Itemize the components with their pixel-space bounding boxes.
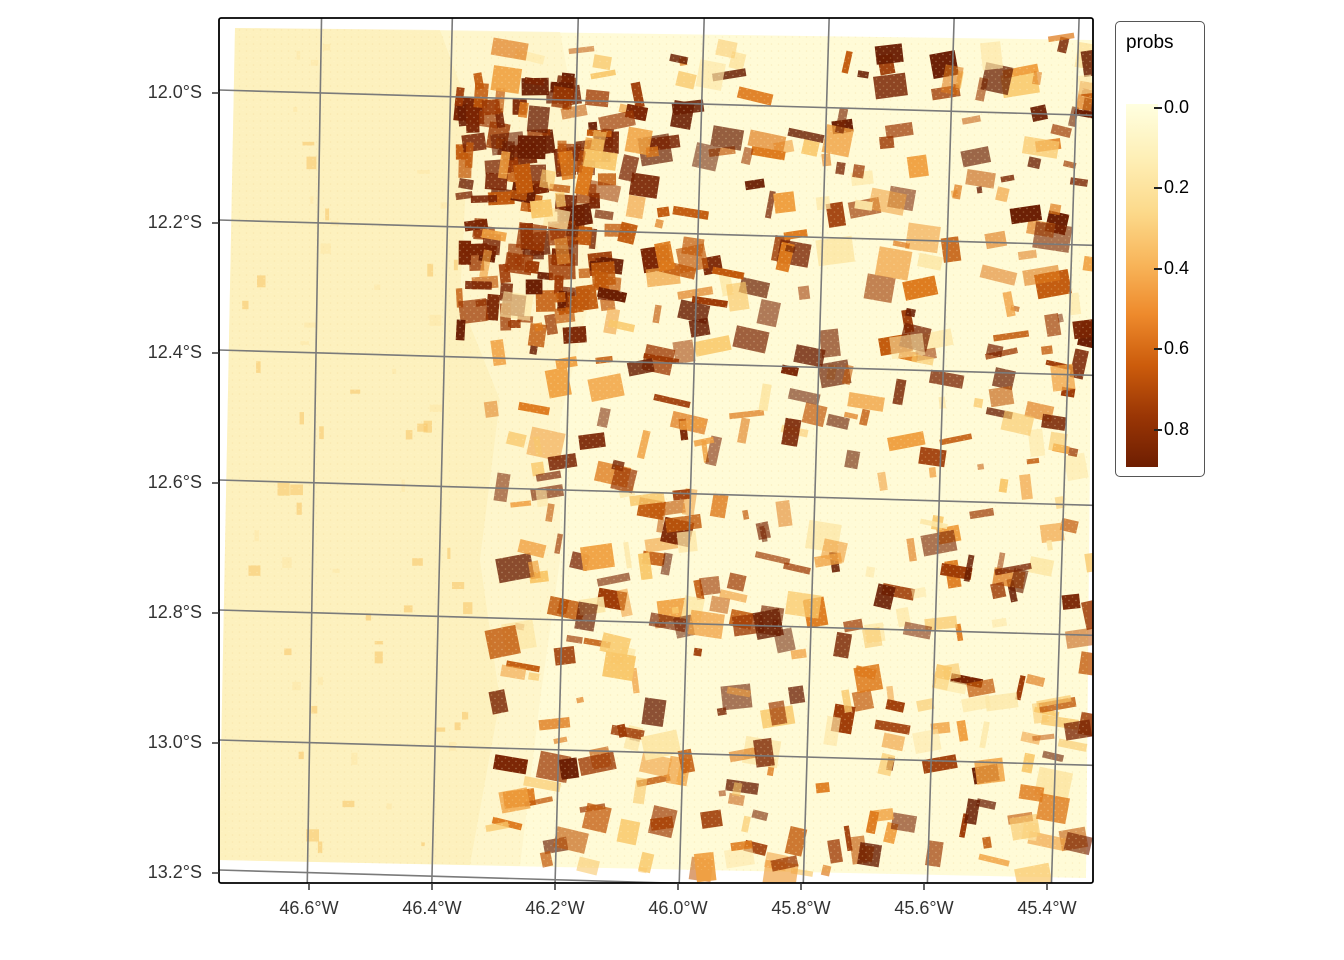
legend-label-0-8: 0.8 [1164, 419, 1189, 439]
lat-label-13-0: 13.0°S [110, 732, 202, 752]
legend-tick-mark [1154, 187, 1162, 189]
legend-tick-mark [1154, 429, 1162, 431]
legend-title: probs [1126, 32, 1174, 54]
raster-texture [219, 28, 1094, 878]
legend-tick-mark [1154, 348, 1162, 350]
legend-tick-mark [1154, 107, 1162, 109]
lat-label-13-2: 13.2°S [110, 862, 202, 882]
legend-label-0-6: 0.6 [1164, 338, 1189, 358]
legend-label-0-2: 0.2 [1164, 177, 1189, 197]
lon-label-46-0: 46.0°W [623, 898, 733, 918]
legend-colorbar [1126, 104, 1158, 467]
lat-label-12-6: 12.6°S [110, 472, 202, 492]
legend-label-0-0: 0.0 [1164, 97, 1189, 117]
lat-label-12-8: 12.8°S [110, 602, 202, 622]
lon-label-46-4: 46.4°W [377, 898, 487, 918]
legend: probs 0.0 0.2 0.4 0.6 0.8 [1115, 21, 1205, 477]
lon-label-46-6: 46.6°W [254, 898, 364, 918]
lon-label-45-8: 45.8°W [746, 898, 856, 918]
lat-label-12-4: 12.4°S [110, 342, 202, 362]
lat-label-12-0: 12.0°S [110, 82, 202, 102]
lat-label-12-2: 12.2°S [110, 212, 202, 232]
lon-label-46-2: 46.2°W [500, 898, 610, 918]
lon-label-45-4: 45.4°W [992, 898, 1102, 918]
legend-tick-mark [1154, 268, 1162, 270]
lon-label-45-6: 45.6°W [869, 898, 979, 918]
legend-label-0-4: 0.4 [1164, 258, 1189, 278]
